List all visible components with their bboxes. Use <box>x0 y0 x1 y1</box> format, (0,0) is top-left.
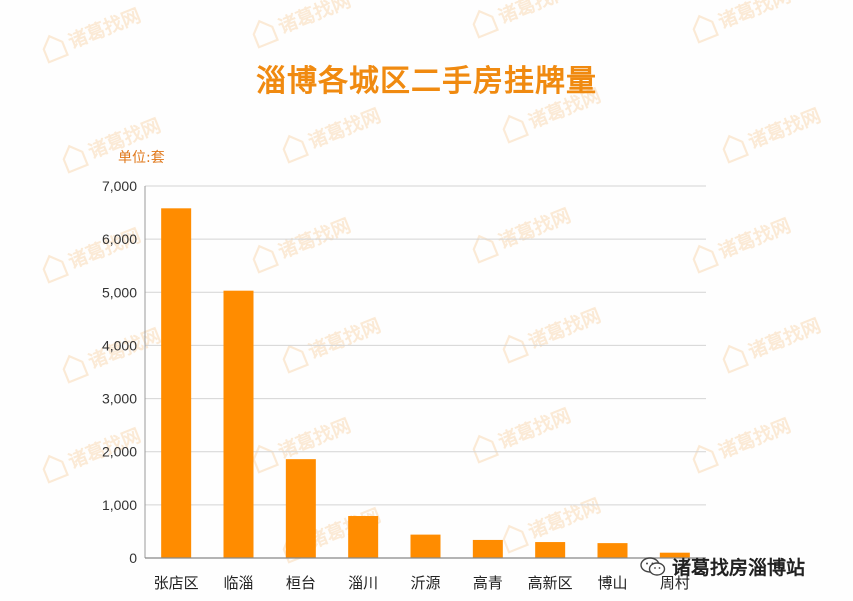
wechat-icon <box>640 556 666 576</box>
bar <box>161 208 192 558</box>
bar <box>348 516 379 558</box>
bar <box>535 542 566 558</box>
y-tick-label: 5,000 <box>102 284 137 300</box>
credit-badge: 诸葛找房淄博站 <box>640 553 805 580</box>
bar <box>285 459 316 558</box>
x-tick-label: 沂源 <box>410 574 440 592</box>
credit-text: 诸葛找房淄博站 <box>672 557 806 579</box>
bar <box>223 290 254 558</box>
y-axis: 0 1,000 2,000 3,000 4,000 5,000 6,000 7,000 <box>102 178 146 566</box>
x-tick-label: 博山 <box>597 574 627 592</box>
x-tick-label: 桓台 <box>286 574 316 592</box>
x-tick-label: 淄川 <box>348 574 378 592</box>
x-tick-label: 张店区 <box>154 574 199 592</box>
x-tick-label: 高青 <box>473 574 503 592</box>
bars <box>161 208 690 558</box>
y-tick-label: 4,000 <box>102 337 137 353</box>
y-tick-label: 7,000 <box>102 178 137 194</box>
x-tick-label: 高新区 <box>528 574 573 592</box>
y-tick-label: 3,000 <box>102 391 137 407</box>
x-tick-label: 临淄 <box>223 574 253 592</box>
x-tick-label: 周村 <box>660 574 690 592</box>
bar <box>597 543 628 558</box>
bar <box>659 552 690 558</box>
y-tick-label: 2,000 <box>102 444 137 460</box>
y-tick-label: 1,000 <box>102 497 137 513</box>
unit-label: 单位:套 <box>118 150 165 166</box>
chart-title: 淄博各城区二手房挂牌量 <box>256 64 597 99</box>
y-tick-label: 6,000 <box>102 231 137 247</box>
bar <box>410 534 441 558</box>
x-axis: 张店区 临淄 桓台 淄川 沂源 高青 高新区 博山 周村 <box>145 557 706 592</box>
bar <box>472 539 503 558</box>
y-tick-label: 0 <box>129 550 137 566</box>
